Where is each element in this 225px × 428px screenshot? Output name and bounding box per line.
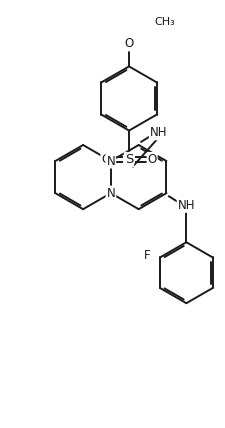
Text: O: O bbox=[101, 153, 110, 166]
Text: NH: NH bbox=[177, 199, 194, 212]
Text: NH: NH bbox=[149, 126, 166, 140]
Text: O: O bbox=[147, 153, 156, 166]
Text: S: S bbox=[124, 153, 133, 166]
Text: N: N bbox=[106, 187, 115, 199]
Text: N: N bbox=[106, 155, 115, 167]
Text: O: O bbox=[124, 37, 133, 51]
Text: F: F bbox=[144, 250, 150, 262]
Text: CH₃: CH₃ bbox=[154, 17, 175, 27]
